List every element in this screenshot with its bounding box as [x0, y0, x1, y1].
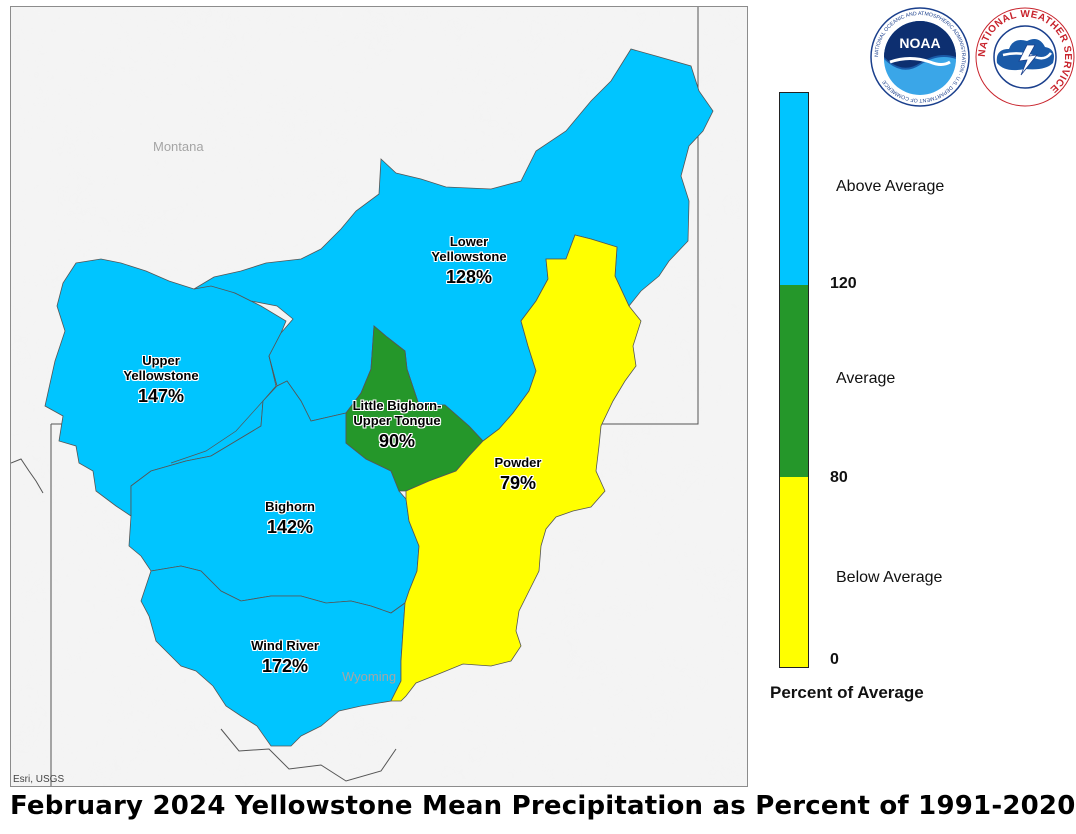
- basin-name: Upper Yellowstone: [123, 353, 199, 383]
- basin-name: Bighorn: [265, 499, 315, 514]
- basin-percent: 90%: [378, 430, 416, 451]
- legend-swatch-above-average: [780, 93, 808, 285]
- basin-wind-river[interactable]: [140, 565, 406, 747]
- legend-break-0: 0: [830, 651, 839, 668]
- basin-percent: 79%: [499, 472, 537, 493]
- noaa-logo-text: NOAA: [899, 35, 940, 51]
- basin-percent: 128%: [445, 266, 493, 287]
- legend-swatch-below-average: [780, 477, 808, 667]
- sub-basin-lines: [170, 355, 278, 464]
- legend-title: Percent of Average: [770, 683, 924, 702]
- basin-powder[interactable]: [390, 234, 642, 702]
- page-title: February 2024 Yellowstone Mean Precipita…: [10, 791, 1076, 821]
- basin-name: Powder: [494, 455, 542, 470]
- legend-swatch-average: [780, 285, 808, 477]
- basin-percent: 142%: [266, 516, 314, 537]
- basin-percent: 172%: [261, 655, 309, 676]
- legend-label-above-average: Above Average: [836, 178, 945, 195]
- basin-name: Wind River: [251, 638, 319, 653]
- nws-logo-icon: NATIONAL WEATHER SERVICE: [975, 7, 1075, 107]
- noaa-logo-icon: NOAA NATIONAL OCEANIC AND ATMOSPHERIC AD…: [870, 7, 970, 107]
- map-frame: Montana Wyoming Upper Yellowstone 147% L…: [10, 6, 748, 787]
- basin-label-lower-yellowstone: Lower Yellowstone 128%: [419, 234, 519, 288]
- basin-label-powder: Powder 79%: [478, 455, 558, 494]
- basin-label-wind-river: Wind River 172%: [230, 638, 340, 677]
- state-label-montana: Montana: [153, 139, 204, 154]
- map-attribution: Esri, USGS: [13, 774, 65, 785]
- basin-label-upper-yellowstone: Upper Yellowstone 147%: [106, 353, 216, 407]
- state-label-wyoming: Wyoming: [342, 669, 397, 684]
- basin-name: Little Bighorn-Upper Tongue: [352, 398, 442, 428]
- basin-label-bighorn: Bighorn 142%: [240, 499, 340, 538]
- legend-label-below-average: Below Average: [836, 569, 943, 586]
- basin-percent: 147%: [137, 385, 185, 406]
- legend-break-80: 80: [830, 469, 848, 486]
- legend-color-bar: [779, 92, 809, 668]
- basin-name: Lower Yellowstone: [431, 234, 507, 264]
- legend-label-average: Average: [836, 370, 896, 387]
- basin-label-little-bighorn-upper-tongue: Little Bighorn-Upper Tongue 90%: [347, 398, 447, 452]
- map-canvas: [11, 7, 747, 786]
- legend-break-120: 120: [830, 275, 857, 292]
